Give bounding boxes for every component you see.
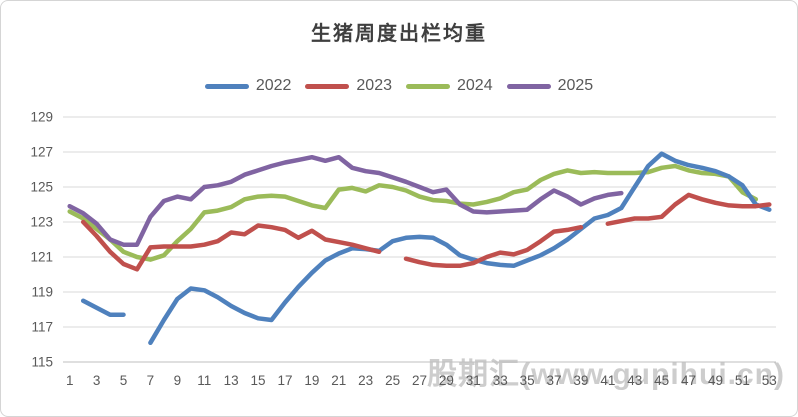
legend-item-2022: 2022 (204, 77, 292, 95)
x-axis-tick-label: 5 (120, 373, 128, 388)
y-axis-tick-label: 117 (31, 320, 53, 335)
series-line-2023 (80, 192, 772, 272)
x-axis-tick-label: 21 (331, 373, 346, 388)
x-axis-tick-label: 23 (358, 373, 373, 388)
y-axis-tick-label: 115 (31, 355, 53, 370)
legend-item-2025: 2025 (506, 77, 594, 95)
legend-label-2025: 2025 (557, 77, 594, 94)
x-axis-tick-label: 13 (224, 373, 239, 388)
y-axis-tick-label: 119 (31, 285, 53, 300)
legend-label-2023: 2023 (356, 77, 392, 94)
legend-label-2022: 2022 (255, 77, 292, 94)
x-axis-tick-label: 7 (147, 373, 155, 388)
x-axis-tick-label: 37 (547, 373, 562, 388)
legend-swatch-2022 (204, 83, 249, 89)
x-axis-tick-label: 25 (385, 373, 400, 388)
x-axis-tick-label: 33 (493, 373, 508, 388)
x-axis-tick-label: 53 (762, 373, 777, 388)
x-axis-tick-label: 47 (681, 373, 696, 388)
x-axis-tick-label: 9 (174, 373, 182, 388)
x-axis-tick-label: 3 (93, 373, 101, 388)
x-axis-tick-label: 51 (735, 373, 750, 388)
x-axis-tick-label: 41 (600, 373, 615, 388)
legend-item-2023: 2023 (305, 77, 392, 95)
chart-title: 生猪周度出栏均重 (311, 23, 487, 45)
y-axis-tick-label: 127 (30, 145, 53, 160)
x-axis-tick-label: 35 (520, 373, 535, 388)
y-axis-tick-label: 129 (30, 110, 53, 125)
x-axis-tick-label: 1 (66, 373, 74, 388)
x-axis-tick-label: 11 (197, 373, 211, 388)
x-axis-tick-label: 15 (251, 373, 266, 388)
x-axis-tick-label: 43 (627, 373, 642, 388)
chart-legend: 2022 2023 2024 2025 (1, 77, 797, 95)
watermark: 股期汇(www.gupihui.cn) (427, 358, 785, 391)
x-axis-tick-label: 39 (573, 373, 588, 388)
x-axis-tick-label: 29 (439, 373, 454, 388)
legend-item-2024: 2024 (406, 77, 493, 95)
series-line-2022 (80, 151, 772, 346)
x-axis-tick-label: 17 (277, 373, 292, 388)
legend-swatch-2024 (406, 83, 450, 89)
x-axis-tick-label: 31 (466, 373, 481, 388)
y-axis-tick-label: 121 (30, 250, 53, 265)
legend-swatch-2025 (506, 83, 551, 89)
x-axis-tick-label: 19 (304, 373, 319, 388)
x-axis-tick-label: 45 (654, 373, 669, 388)
y-axis-tick-label: 123 (30, 215, 53, 230)
x-axis-tick-label: 49 (708, 373, 723, 388)
legend-label-2024: 2024 (457, 77, 493, 94)
series-line-2025 (67, 154, 624, 247)
legend-swatch-2023 (305, 83, 350, 89)
y-axis-tick-label: 125 (30, 180, 53, 195)
x-axis-tick-label: 27 (412, 373, 427, 388)
